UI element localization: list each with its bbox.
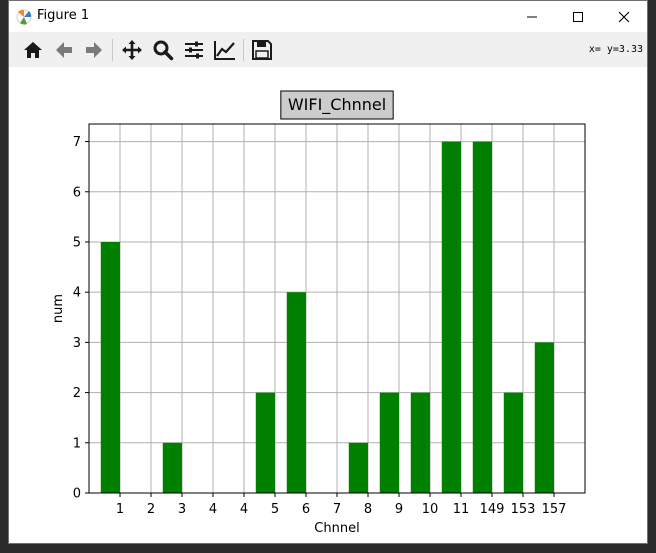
- zoom-magnifier-icon: [153, 40, 174, 61]
- edit-axis-button[interactable]: [211, 36, 239, 64]
- x-tick-label: 4: [209, 502, 217, 517]
- bar: [472, 141, 492, 494]
- bar-chart: 0 1 2 3 4 5 6 7 1 2 3 4 4 5 6 7 8 9 10 11 149 153 157 Chnnel num…: [51, 90, 586, 536]
- configure-subplots-icon: [185, 41, 203, 59]
- toolbar-separator: [243, 39, 244, 61]
- bar: [410, 392, 430, 493]
- zoom-button[interactable]: [149, 36, 177, 64]
- pan-move-icon: [122, 40, 142, 60]
- bar: [348, 442, 368, 493]
- save-floppy-icon: [252, 40, 272, 60]
- y-tick-label: 7: [73, 135, 81, 150]
- x-tick-label: 2: [147, 502, 155, 517]
- y-tick-label: 4: [73, 286, 81, 301]
- bar: [100, 241, 120, 493]
- edit-axis-icon: [214, 41, 235, 60]
- toolbar-separator: [112, 39, 113, 61]
- x-tick-label: 5: [271, 502, 279, 517]
- bar: [162, 442, 182, 493]
- x-tick-label: 3: [178, 502, 186, 517]
- background-editor-fragment: [648, 0, 656, 553]
- navigation-toolbar: x= y=3.33: [9, 32, 647, 68]
- pan-button[interactable]: [118, 36, 146, 64]
- close-icon: [618, 11, 630, 22]
- bar: [534, 342, 554, 493]
- x-tick-label: 149: [480, 502, 505, 517]
- x-tick-label: 1: [116, 502, 124, 517]
- forward-button[interactable]: [80, 36, 108, 64]
- minimize-button[interactable]: [509, 1, 555, 32]
- y-tick-label: 3: [73, 336, 81, 351]
- bar: [286, 292, 306, 493]
- maximize-button[interactable]: [555, 1, 601, 32]
- x-tick-label: 10: [422, 502, 439, 517]
- bar: [441, 141, 461, 494]
- x-tick-label: 153: [511, 502, 536, 517]
- y-tick-label: 6: [73, 185, 81, 200]
- x-tick-label: 157: [542, 502, 567, 517]
- bar: [503, 392, 523, 493]
- chart-title: WIFI_Chnnel: [288, 95, 386, 115]
- x-tick-label: 11: [453, 502, 470, 517]
- bar: [255, 392, 275, 493]
- bar: [379, 392, 399, 493]
- x-tick-label: 7: [333, 502, 341, 517]
- configure-subplots-button[interactable]: [180, 36, 208, 64]
- home-button[interactable]: [19, 36, 47, 64]
- matplotlib-logo-icon: [16, 9, 32, 25]
- save-button[interactable]: [248, 36, 276, 64]
- x-tick-label: 4: [240, 502, 248, 517]
- maximize-icon: [573, 11, 583, 22]
- coordinate-readout: x= y=3.33: [588, 44, 643, 55]
- y-tick-label: 0: [73, 487, 81, 502]
- back-button[interactable]: [50, 36, 78, 64]
- forward-arrow-icon: [86, 42, 102, 58]
- back-arrow-icon: [56, 42, 72, 58]
- y-axis-label: num: [51, 294, 66, 323]
- window-title: Figure 1: [37, 8, 90, 23]
- figure-window: Figure 1: [8, 0, 648, 544]
- y-tick-label: 5: [73, 235, 81, 250]
- chart-title-box: [280, 90, 394, 120]
- x-tick-label: 8: [364, 502, 372, 517]
- figure-canvas[interactable]: 0 1 2 3 4 5 6 7 1 2 3 4 4 5 6 7 8 9 10 11 149 153 157 Chnnel num…: [9, 67, 647, 543]
- x-axis-label: Chnnel: [314, 521, 359, 536]
- title-bar: Figure 1: [9, 1, 647, 32]
- x-tick-label: 6: [302, 502, 310, 517]
- y-tick-label: 2: [73, 386, 81, 401]
- y-tick-label: 1: [73, 436, 81, 451]
- x-tick-label: 9: [395, 502, 403, 517]
- close-button[interactable]: [601, 1, 647, 32]
- background-editor-fragment: [0, 0, 8, 553]
- minimize-icon: [527, 16, 537, 17]
- home-icon: [24, 42, 42, 58]
